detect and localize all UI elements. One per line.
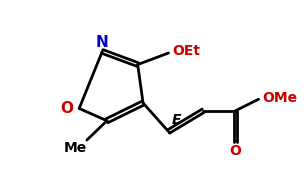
Text: OEt: OEt <box>172 44 200 58</box>
Text: OMe: OMe <box>262 91 297 105</box>
Text: O: O <box>60 101 73 116</box>
Text: N: N <box>96 35 109 50</box>
Text: E: E <box>172 113 181 127</box>
Text: Me: Me <box>64 141 87 155</box>
Text: O: O <box>230 144 241 158</box>
